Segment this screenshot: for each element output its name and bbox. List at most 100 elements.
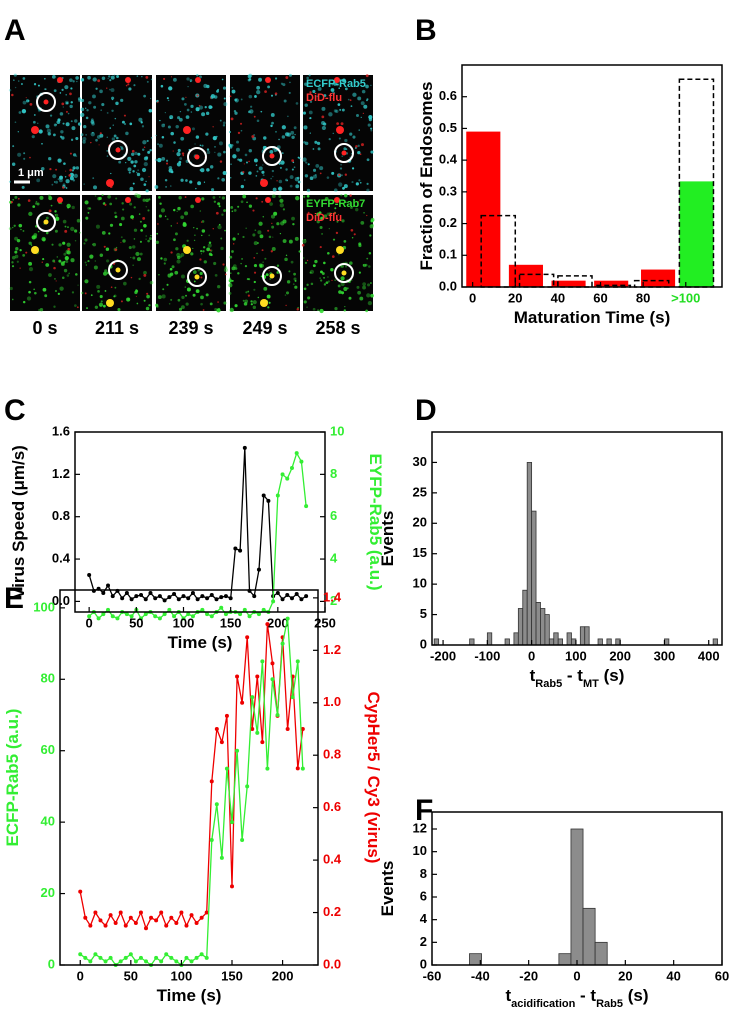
speck	[347, 98, 350, 101]
speck	[86, 108, 89, 112]
speck	[68, 174, 72, 177]
speck	[328, 137, 331, 141]
speck	[237, 158, 240, 161]
y2-tick-label: 0.2	[323, 904, 341, 919]
speck	[355, 182, 359, 186]
speck	[51, 243, 54, 246]
point	[133, 959, 138, 964]
series-line	[79, 624, 304, 931]
point	[204, 955, 209, 960]
speck	[222, 121, 226, 125]
speck	[291, 168, 294, 171]
speck	[110, 172, 112, 175]
speck	[308, 74, 311, 77]
speck	[90, 141, 92, 144]
speck	[130, 215, 134, 219]
speck	[218, 205, 221, 208]
vesicle	[260, 299, 268, 307]
speck	[230, 205, 234, 209]
time-label: 258 s	[315, 318, 360, 338]
speck	[28, 267, 34, 272]
plot-frame	[431, 431, 723, 646]
speck	[309, 176, 314, 181]
speck	[285, 304, 287, 307]
speck	[309, 100, 313, 103]
speck	[169, 115, 174, 120]
speck	[146, 292, 149, 295]
x-tick-label: 60	[715, 968, 729, 983]
speck	[210, 94, 215, 99]
vesicle	[106, 179, 114, 187]
speck	[345, 265, 347, 268]
speck	[28, 261, 33, 266]
vesicle	[31, 126, 39, 134]
speck	[110, 88, 115, 93]
speck	[137, 169, 139, 171]
speck	[94, 195, 97, 197]
speck	[182, 154, 185, 157]
vesicle	[57, 77, 63, 83]
speck	[34, 291, 37, 295]
speck	[205, 293, 209, 297]
speck	[65, 259, 69, 264]
speck	[175, 124, 179, 129]
speck	[288, 73, 292, 77]
speck	[244, 264, 248, 268]
y-tick-label: 10	[413, 576, 427, 591]
speck	[67, 247, 71, 251]
speck	[232, 237, 236, 241]
point	[124, 590, 129, 595]
point	[247, 614, 252, 619]
vesicle	[183, 246, 191, 254]
speck	[85, 134, 87, 136]
image-tile	[81, 193, 154, 312]
speck	[367, 283, 371, 287]
speck	[312, 307, 316, 311]
speck	[100, 305, 102, 307]
speck	[326, 176, 330, 179]
speck	[146, 294, 150, 299]
speck	[281, 152, 284, 155]
speck	[359, 296, 364, 301]
point	[162, 612, 167, 617]
point	[138, 910, 143, 915]
point	[144, 926, 148, 931]
speck	[95, 87, 98, 90]
speck	[319, 172, 322, 175]
speck	[250, 303, 253, 306]
vesicle	[183, 126, 191, 134]
point	[110, 614, 115, 619]
speck	[80, 133, 84, 137]
speck	[69, 176, 74, 181]
y-tick-label: 0	[48, 956, 55, 971]
speck	[55, 216, 60, 221]
x-axis-label: Time (s)	[157, 986, 222, 1005]
speck	[351, 167, 355, 170]
speck	[284, 294, 287, 296]
speck	[343, 239, 347, 243]
speck	[173, 141, 176, 144]
speck	[170, 225, 173, 227]
point	[87, 614, 92, 619]
speck	[149, 148, 152, 152]
y-tick-label: 0.2	[439, 215, 457, 230]
speck	[267, 229, 270, 232]
speck	[45, 216, 49, 220]
point	[184, 955, 189, 960]
speck	[143, 94, 146, 98]
y-axis-label: Events	[378, 861, 397, 917]
speck	[99, 253, 104, 258]
speck	[344, 138, 348, 143]
speck	[307, 204, 309, 206]
speck	[75, 155, 78, 158]
speck	[334, 207, 337, 210]
speck	[166, 162, 169, 165]
vesicle	[125, 197, 131, 203]
speck	[120, 300, 123, 303]
speck	[156, 232, 159, 235]
speck	[91, 131, 94, 134]
speck	[168, 168, 173, 173]
speck	[358, 242, 362, 246]
speck	[253, 241, 258, 246]
speck	[313, 174, 317, 179]
